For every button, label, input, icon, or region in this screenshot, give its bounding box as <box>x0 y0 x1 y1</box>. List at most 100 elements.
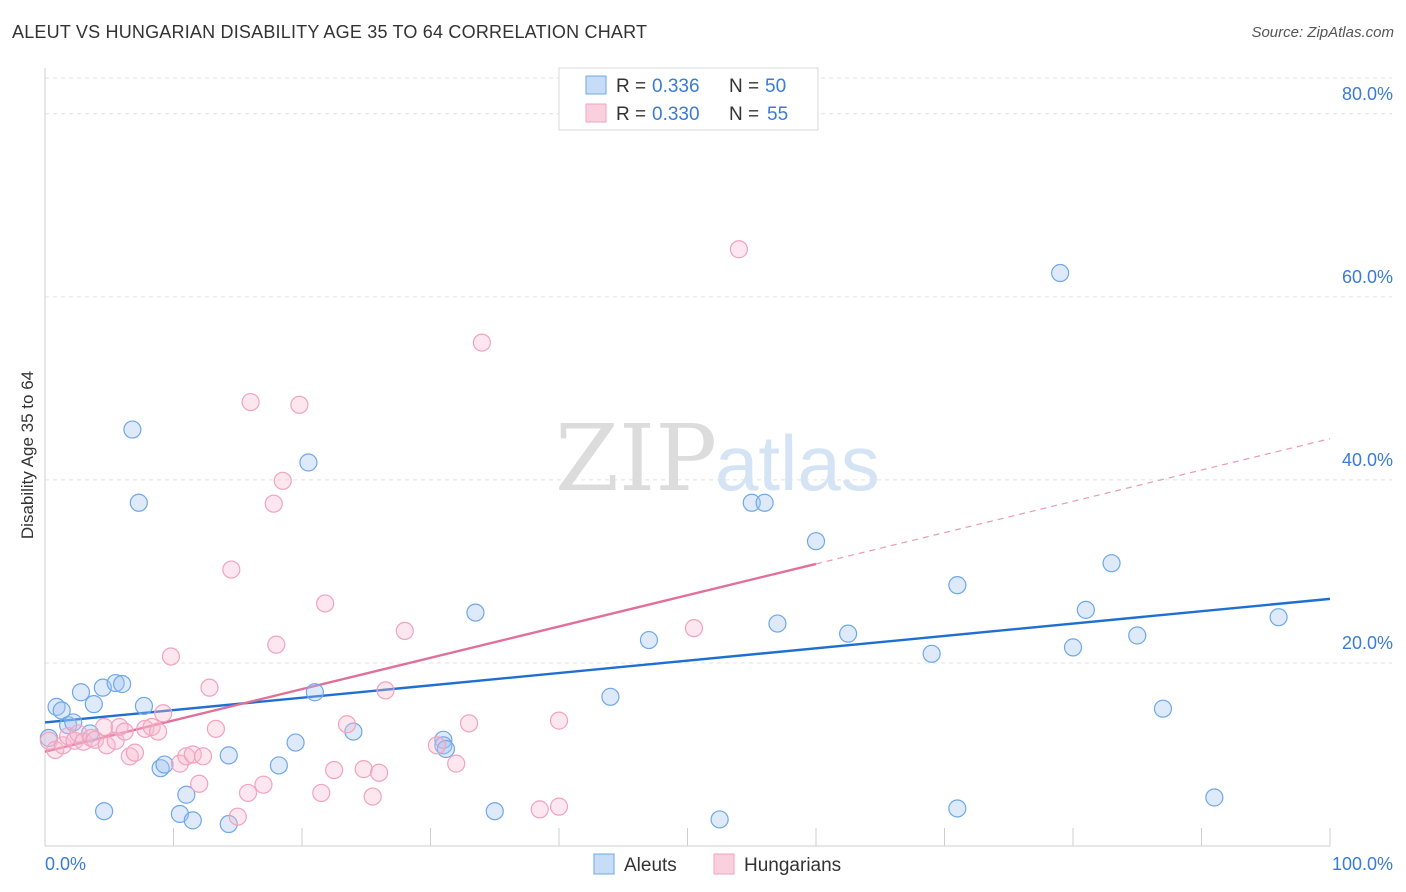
y-tick-label: 40.0% <box>1342 450 1393 470</box>
y-axis-label: Disability Age 35 to 64 <box>18 371 37 539</box>
data-point-hungarians <box>447 754 466 773</box>
data-point-aleuts <box>344 722 363 741</box>
trend-line-extension-hungarians <box>815 438 1331 565</box>
watermark-zip: ZIP <box>555 405 717 512</box>
data-point-aleuts <box>286 733 305 752</box>
data-point-aleuts <box>806 532 826 551</box>
data-point-aleuts <box>948 799 967 818</box>
data-point-aleuts <box>768 614 787 633</box>
source-credit: Source: ZipAtlas.com <box>1251 24 1394 41</box>
axes: 20.0% 40.0% 60.0% 80.0% 0.0% 100.0% <box>44 68 1393 874</box>
grid-lines <box>45 77 1392 664</box>
data-point-aleuts <box>755 493 774 512</box>
data-point-hungarians <box>267 635 286 654</box>
data-point-hungarians <box>395 621 414 641</box>
legend-n-label: N = <box>729 76 759 97</box>
data-point-aleuts <box>177 785 196 804</box>
data-point-aleuts <box>183 811 202 830</box>
data-point-aleuts <box>466 603 485 622</box>
legend-r-label: R = <box>616 104 646 125</box>
data-point-hungarians <box>549 711 569 730</box>
x-tick-label: 0.0% <box>45 854 86 874</box>
data-point-aleuts <box>436 739 456 759</box>
legend-bottom-swatch-aleuts <box>593 853 615 875</box>
data-points <box>39 240 1288 834</box>
data-point-hungarians <box>206 719 226 738</box>
data-point-aleuts <box>710 810 729 829</box>
legend-top: R = 0.336 N = 50 R = 0.330 N = 55 <box>558 67 819 131</box>
data-point-hungarians <box>729 240 749 259</box>
data-point-hungarians <box>193 747 213 766</box>
data-point-hungarians <box>254 775 273 794</box>
data-point-hungarians <box>190 774 209 793</box>
data-point-hungarians <box>200 678 219 697</box>
data-point-hungarians <box>39 731 58 750</box>
data-point-hungarians <box>125 743 145 762</box>
data-point-aleuts <box>742 493 761 512</box>
legend-bottom-label-hungarians: Hungarians <box>744 855 841 876</box>
watermark: ZIP atlas <box>555 405 880 512</box>
data-point-aleuts <box>84 695 103 714</box>
data-point-hungarians <box>53 736 73 755</box>
data-point-hungarians <box>148 722 168 741</box>
data-point-aleuts <box>129 493 148 512</box>
legend-bottom-label-aleuts: Aleuts <box>624 855 677 876</box>
chart-title: ALEUT VS HUNGARIAN DISABILITY AGE 35 TO … <box>12 22 648 42</box>
data-point-hungarians <box>264 494 283 513</box>
data-point-hungarians <box>530 800 549 819</box>
legend-n-label: N = <box>729 104 759 125</box>
data-point-aleuts <box>305 683 324 702</box>
data-point-aleuts <box>922 644 941 663</box>
data-point-aleuts <box>1269 608 1288 627</box>
data-point-aleuts <box>299 453 318 472</box>
data-point-aleuts <box>219 746 238 765</box>
data-point-hungarians <box>312 783 331 803</box>
data-point-aleuts <box>601 687 620 706</box>
trend-lines <box>44 438 1331 753</box>
data-point-aleuts <box>71 683 91 702</box>
data-point-hungarians <box>337 715 357 734</box>
legend-swatch-aleuts <box>585 75 607 95</box>
data-point-aleuts <box>1063 638 1083 657</box>
data-point-hungarians <box>290 395 309 414</box>
data-point-aleuts <box>269 756 288 775</box>
data-point-hungarians <box>273 471 292 490</box>
data-point-aleuts <box>112 674 132 694</box>
legend-n-value: 50 <box>765 76 786 97</box>
data-point-aleuts <box>1205 788 1224 807</box>
data-point-hungarians <box>115 722 134 741</box>
data-point-aleuts <box>1102 554 1121 573</box>
data-point-aleuts <box>948 576 967 595</box>
data-point-aleuts <box>1076 600 1095 619</box>
legend-n-value: 55 <box>767 104 788 125</box>
data-point-hungarians <box>238 783 258 803</box>
data-point-aleuts <box>155 755 174 774</box>
data-point-aleuts <box>1128 626 1147 645</box>
trend-line-hungarians <box>44 562 817 753</box>
legend-swatch-hungarians <box>585 103 607 123</box>
trend-line-aleuts <box>44 597 1331 724</box>
data-point-hungarians <box>684 619 704 638</box>
legend-r-value: 0.336 <box>652 76 700 97</box>
y-tick-label: 20.0% <box>1342 633 1393 653</box>
legend-bottom-swatch-hungarians <box>713 853 735 875</box>
data-point-hungarians <box>363 787 382 806</box>
data-point-aleuts <box>485 802 504 821</box>
data-point-hungarians <box>161 647 181 666</box>
data-point-aleuts <box>1051 263 1070 283</box>
data-point-aleuts <box>95 802 114 821</box>
data-point-hungarians <box>325 760 344 780</box>
legend-r-label: R = <box>616 76 646 97</box>
data-point-hungarians <box>459 714 479 733</box>
y-tick-label: 80.0% <box>1342 84 1393 104</box>
data-point-hungarians <box>241 392 260 412</box>
data-point-hungarians <box>376 681 395 700</box>
data-point-hungarians <box>354 760 373 779</box>
legend-bottom: Aleuts Hungarians <box>593 853 841 876</box>
data-point-hungarians <box>427 736 447 755</box>
data-point-aleuts <box>64 713 83 732</box>
data-point-aleuts <box>639 630 659 650</box>
data-point-aleuts <box>123 420 142 439</box>
data-point-hungarians <box>97 736 116 755</box>
